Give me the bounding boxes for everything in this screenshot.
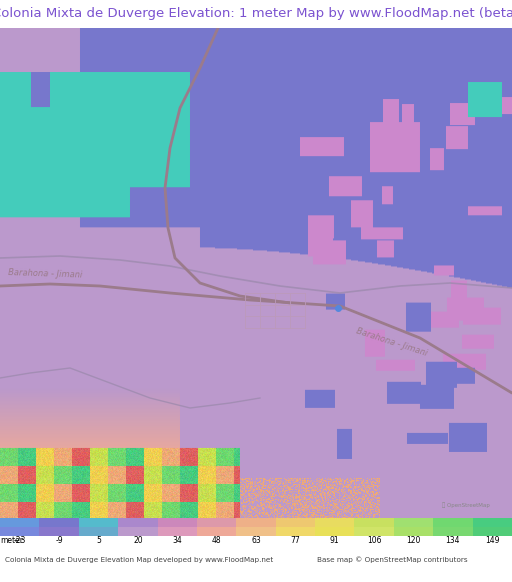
Text: 🔍 OpenStreetMap: 🔍 OpenStreetMap xyxy=(442,502,490,508)
Text: Barahona - Jimani: Barahona - Jimani xyxy=(355,327,429,358)
Text: Colonia Mixta de Duverge Elevation: 1 meter Map by www.FloodMap.net (beta): Colonia Mixta de Duverge Elevation: 1 me… xyxy=(0,8,512,20)
Text: Base map © OpenStreetMap contributors: Base map © OpenStreetMap contributors xyxy=(317,556,468,563)
Bar xyxy=(39,518,79,527)
Text: 91: 91 xyxy=(330,536,339,545)
Text: 120: 120 xyxy=(407,536,421,545)
Bar xyxy=(118,518,158,527)
Bar xyxy=(197,518,237,527)
Bar xyxy=(275,527,315,536)
Text: 106: 106 xyxy=(367,536,381,545)
Text: 34: 34 xyxy=(173,536,182,545)
Text: 63: 63 xyxy=(251,536,261,545)
Text: 20: 20 xyxy=(133,536,143,545)
Bar xyxy=(354,518,394,527)
Bar xyxy=(237,518,275,527)
Bar xyxy=(315,527,354,536)
Text: 77: 77 xyxy=(290,536,300,545)
Bar xyxy=(197,527,237,536)
Bar xyxy=(158,527,197,536)
Bar xyxy=(315,518,354,527)
Bar xyxy=(473,518,512,527)
Bar xyxy=(433,518,473,527)
Bar xyxy=(0,527,39,536)
Bar xyxy=(394,527,433,536)
Bar xyxy=(394,518,433,527)
Bar xyxy=(118,527,158,536)
Text: 5: 5 xyxy=(96,536,101,545)
Text: meter: meter xyxy=(0,536,23,545)
Bar xyxy=(237,527,275,536)
Text: Colonia Mixta de Duverge Elevation Map developed by www.FloodMap.net: Colonia Mixta de Duverge Elevation Map d… xyxy=(5,557,273,563)
Bar xyxy=(354,527,394,536)
Bar xyxy=(39,527,79,536)
Text: -23: -23 xyxy=(13,536,26,545)
Bar xyxy=(433,527,473,536)
Bar xyxy=(275,518,315,527)
Bar xyxy=(158,518,197,527)
Bar xyxy=(79,518,118,527)
Bar xyxy=(0,518,39,527)
Text: -9: -9 xyxy=(55,536,63,545)
Text: 134: 134 xyxy=(445,536,460,545)
Text: 149: 149 xyxy=(485,536,500,545)
Text: 48: 48 xyxy=(212,536,221,545)
Bar xyxy=(79,527,118,536)
Bar xyxy=(473,527,512,536)
Text: Barahona - Jimani: Barahona - Jimani xyxy=(8,268,82,280)
